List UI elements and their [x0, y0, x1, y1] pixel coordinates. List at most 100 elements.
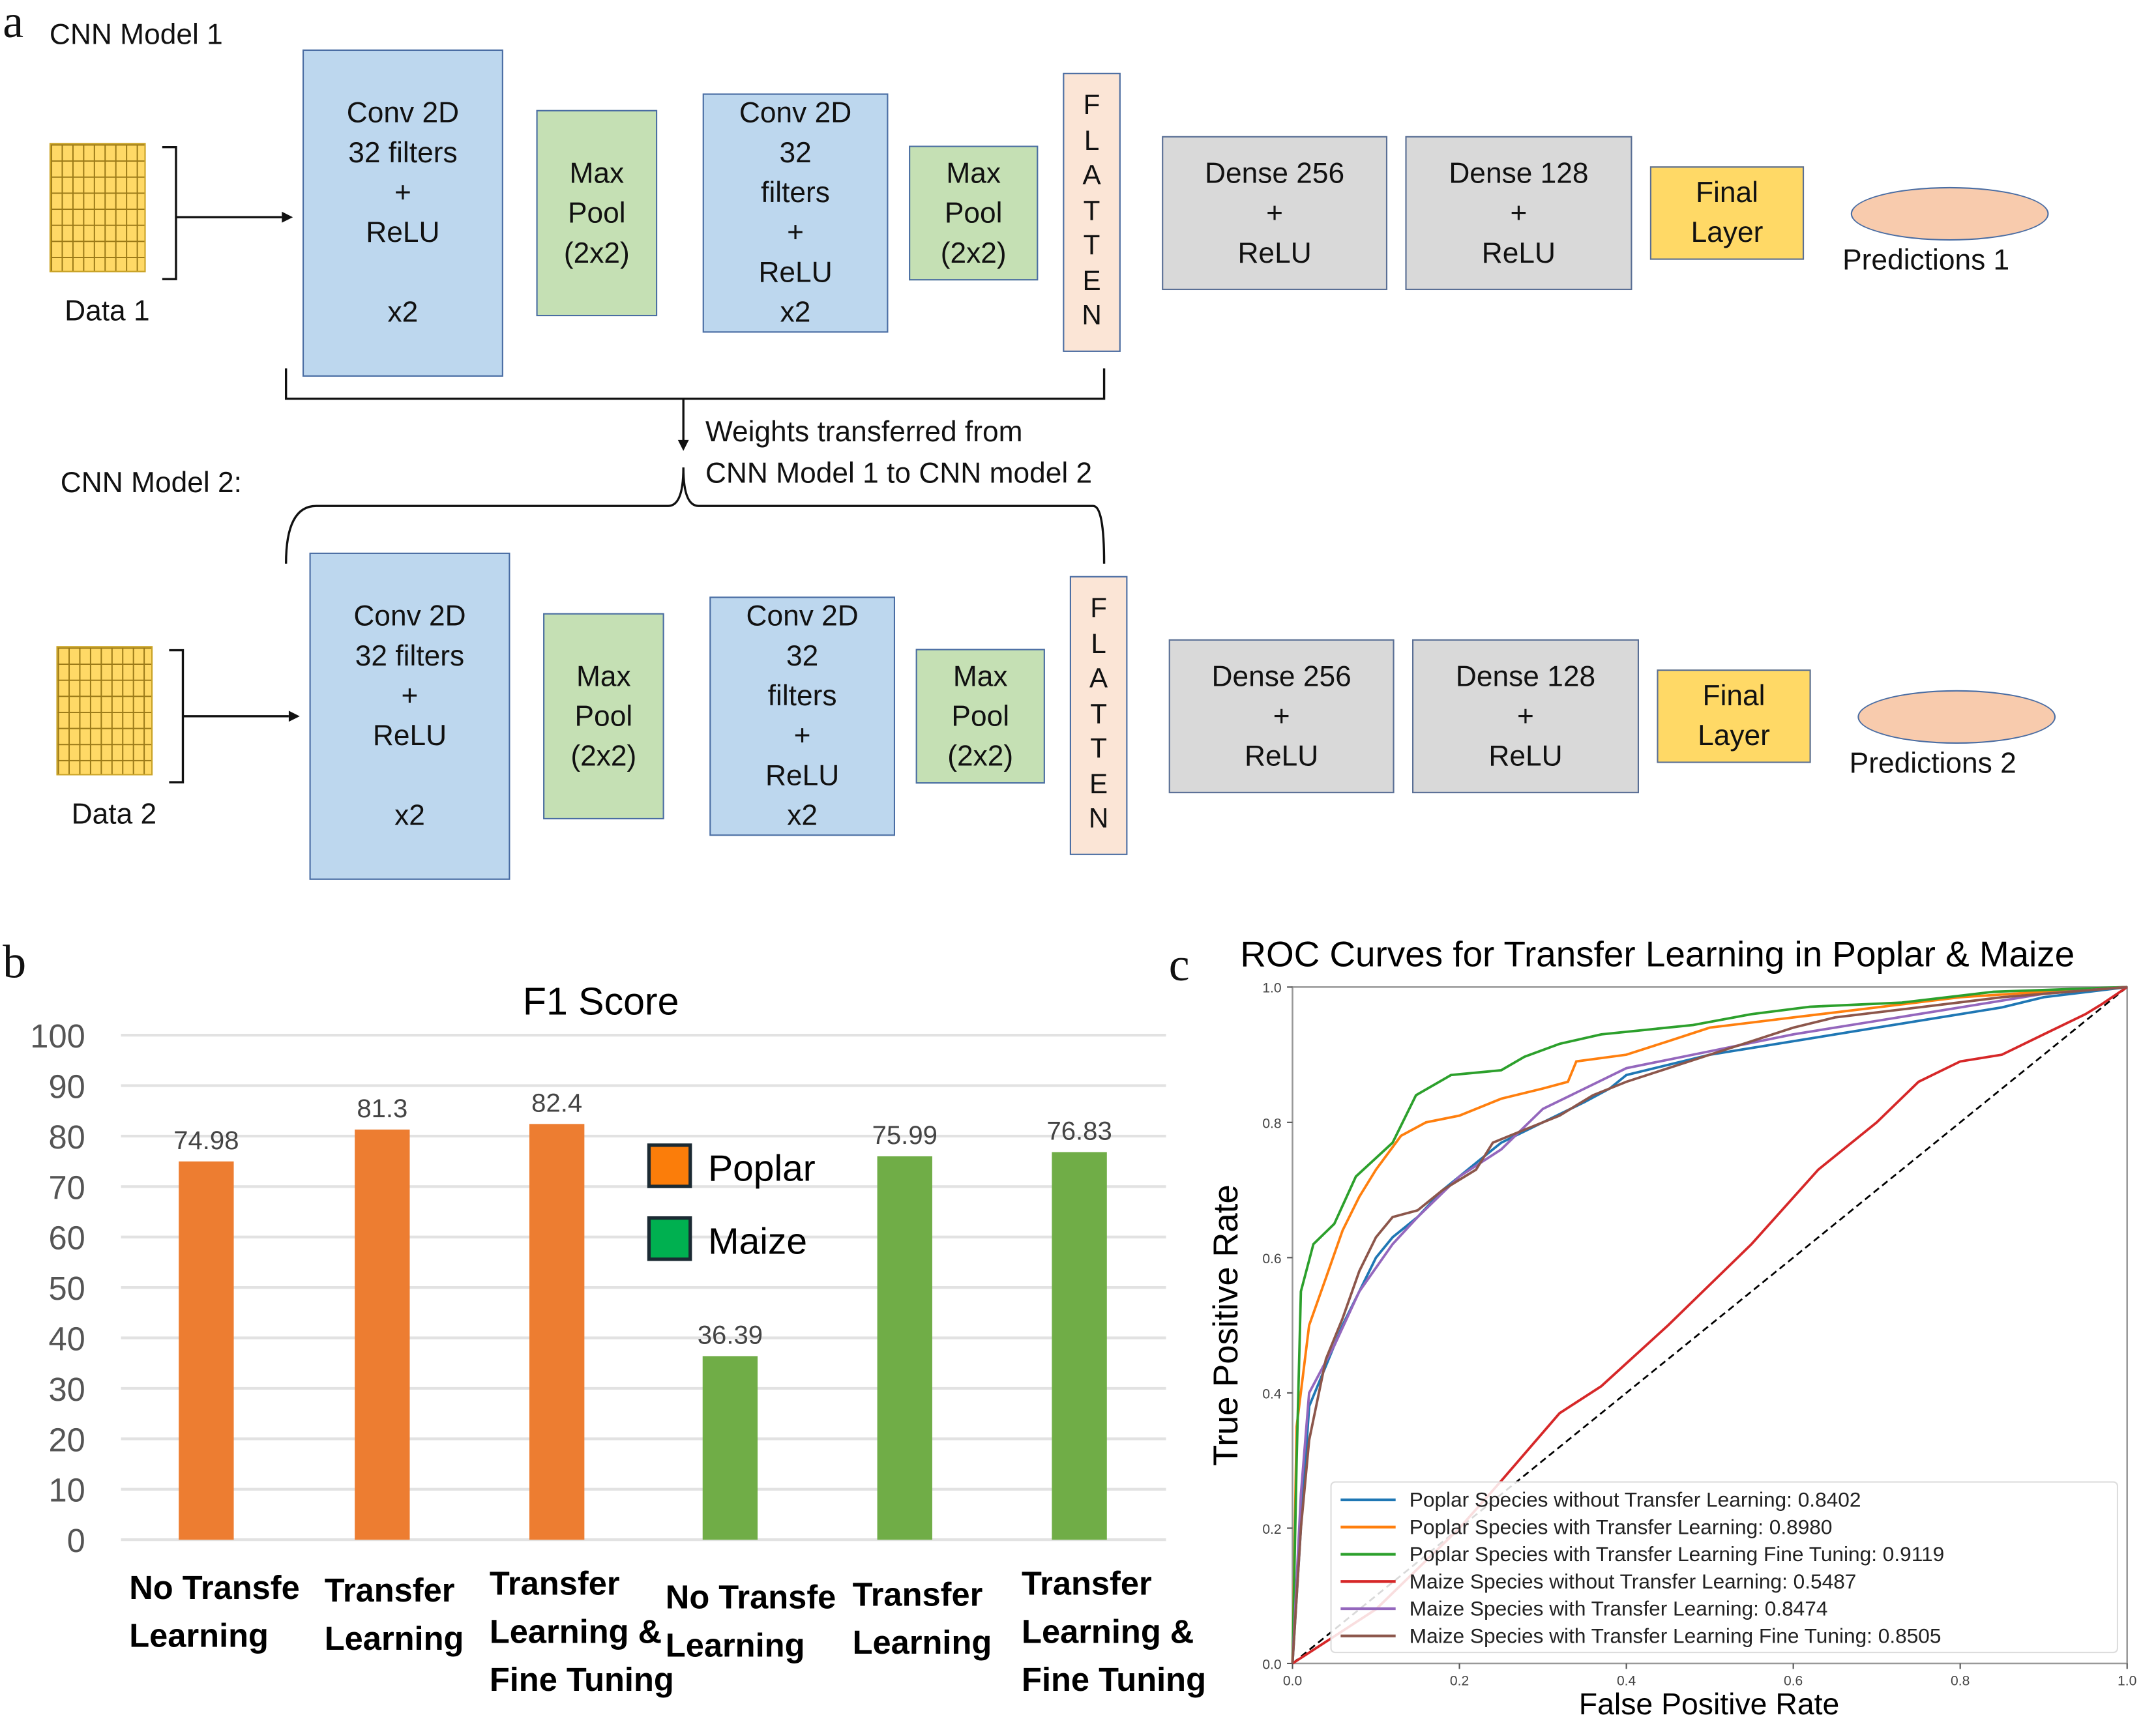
roc-curve [1291, 986, 2127, 1664]
x-category-label: Fine Tuning [490, 1661, 674, 1698]
y-tick-label: 100 [30, 1018, 85, 1055]
maxpool-block-2: Max Pool (2x2) [915, 649, 1045, 784]
bar-value-label: 36.39 [698, 1321, 763, 1349]
flatten-block: F L A T T E N [1063, 72, 1121, 352]
legend-swatch [647, 1143, 692, 1188]
final-layer-block: Final Layer [1649, 166, 1805, 260]
transfer-note: Weights transferred from CNN Model 1 to … [705, 417, 1093, 490]
final-layer-block: Final Layer [1657, 669, 1811, 763]
x-category-label: Learning [129, 1617, 269, 1654]
conv2d-block-1: Conv 2D 32 filters + ReLU x2 [309, 552, 510, 880]
flatten-block: F L A T T E N [1069, 576, 1128, 855]
x-category-label: Transfer [853, 1575, 983, 1613]
connector-line [284, 368, 1106, 400]
roc-chart-title: ROC Curves for Transfer Learning in Popl… [1240, 934, 2075, 974]
y-tick-label: 30 [48, 1371, 85, 1408]
x-category-label: Learning [666, 1626, 805, 1663]
bar [702, 1356, 758, 1540]
roc-curve [1291, 986, 2127, 1664]
conv2d-block-1: Conv 2D 32 filters + ReLU x2 [302, 49, 503, 377]
maxpool-block-1: Max Pool (2x2) [536, 110, 658, 317]
x-tick-label: 1.0 [2118, 1674, 2136, 1689]
y-tick-label: 0.0 [1262, 1657, 1281, 1672]
legend-label: Maize [708, 1220, 807, 1262]
arrow-head-icon [288, 710, 300, 722]
legend-label: Maize Species with Transfer Learning: 0.… [1410, 1597, 1828, 1620]
x-category-label: Learning [325, 1620, 464, 1657]
arrow-head-icon [677, 439, 689, 451]
x-category-label: Transfer [325, 1572, 455, 1609]
predictions-label: Predictions 2 [1849, 748, 2016, 780]
y-tick-label: 0.2 [1262, 1522, 1281, 1537]
arrow-head-icon [282, 211, 293, 223]
connector-line [284, 467, 1106, 564]
bar [179, 1161, 234, 1540]
predictions-ellipse [1857, 690, 2056, 744]
x-axis-label: False Positive Rate [1579, 1687, 1840, 1721]
bar-value-label: 82.4 [531, 1089, 582, 1117]
y-tick-label: 40 [48, 1321, 85, 1358]
legend-label: Maize Species with Transfer Learning Fin… [1410, 1624, 1942, 1647]
x-tick-label: 0.8 [1951, 1674, 1970, 1689]
model-title: CNN Model 1 [49, 19, 223, 51]
maxpool-block-1: Max Pool (2x2) [543, 613, 664, 819]
bar [529, 1124, 585, 1540]
model-title: CNN Model 2: [60, 467, 242, 499]
predictions-label: Predictions 1 [1842, 244, 2010, 276]
x-category-label: Learning [853, 1624, 992, 1661]
y-tick-label: 0.4 [1262, 1386, 1282, 1401]
y-tick-label: 0 [67, 1522, 85, 1559]
bar [355, 1129, 410, 1540]
bar-value-label: 74.98 [173, 1126, 239, 1155]
panel-label-c: c [1168, 940, 1190, 991]
y-tick-label: 70 [48, 1169, 85, 1206]
bar-value-label: 81.3 [357, 1094, 407, 1123]
x-category-label: Learning & [1022, 1613, 1194, 1650]
connector-line [162, 145, 177, 280]
panel-label-b: b [3, 937, 27, 989]
legend-label: Maize Species without Transfer Learning:… [1410, 1570, 1857, 1593]
y-axis-label: True Positive Rate [1207, 1184, 1245, 1466]
bar-value-label: 75.99 [872, 1121, 938, 1150]
x-tick-label: 0.6 [1784, 1674, 1803, 1689]
legend-swatch [647, 1216, 692, 1261]
y-tick-label: 60 [48, 1220, 85, 1257]
x-tick-label: 0.2 [1450, 1674, 1469, 1689]
conv2d-block-2: Conv 2D 32 filters + ReLU x2 [702, 93, 889, 333]
legend-box [1330, 1481, 2119, 1654]
connector-line [169, 649, 185, 783]
dense-256-block: Dense 256 + ReLU [1168, 639, 1395, 793]
y-tick-label: 10 [48, 1472, 85, 1509]
dense-128-block: Dense 128 + ReLU [1412, 639, 1639, 793]
x-tick-label: 0.0 [1283, 1674, 1302, 1689]
data-label: Data 2 [71, 798, 157, 830]
legend-label: Poplar Species without Transfer Learning… [1410, 1488, 1861, 1512]
x-category-label: Transfer [1022, 1565, 1152, 1602]
dense-256-block: Dense 256 + ReLU [1162, 136, 1388, 291]
y-tick-label: 0.6 [1262, 1252, 1281, 1267]
y-tick-label: 50 [48, 1270, 85, 1307]
data-grid-icon [49, 143, 146, 272]
y-tick-label: 20 [48, 1421, 85, 1458]
roc-curve [1291, 986, 2127, 1663]
x-category-label: Transfer [490, 1565, 620, 1602]
bar [877, 1156, 932, 1540]
x-tick-label: 0.4 [1617, 1674, 1636, 1689]
data-grid-icon [56, 646, 153, 776]
x-category-label: Learning & [490, 1613, 662, 1650]
bar-value-label: 76.83 [1046, 1117, 1112, 1145]
conv2d-block-2: Conv 2D 32 filters + ReLU x2 [709, 596, 895, 836]
panel-label-a: a [3, 0, 24, 48]
predictions-ellipse [1850, 186, 2049, 241]
maxpool-block-2: Max Pool (2x2) [909, 145, 1039, 281]
legend-label: Poplar Species with Transfer Learning Fi… [1410, 1542, 1944, 1566]
data-label: Data 1 [65, 295, 150, 327]
bar-chart-title: F1 Score [523, 980, 679, 1023]
y-tick-label: 0.8 [1262, 1116, 1281, 1131]
roc-curve [1291, 986, 2127, 1664]
x-category-label: No Transfe [666, 1579, 836, 1616]
bar [1052, 1152, 1107, 1540]
x-category-label: No Transfe [129, 1569, 300, 1606]
